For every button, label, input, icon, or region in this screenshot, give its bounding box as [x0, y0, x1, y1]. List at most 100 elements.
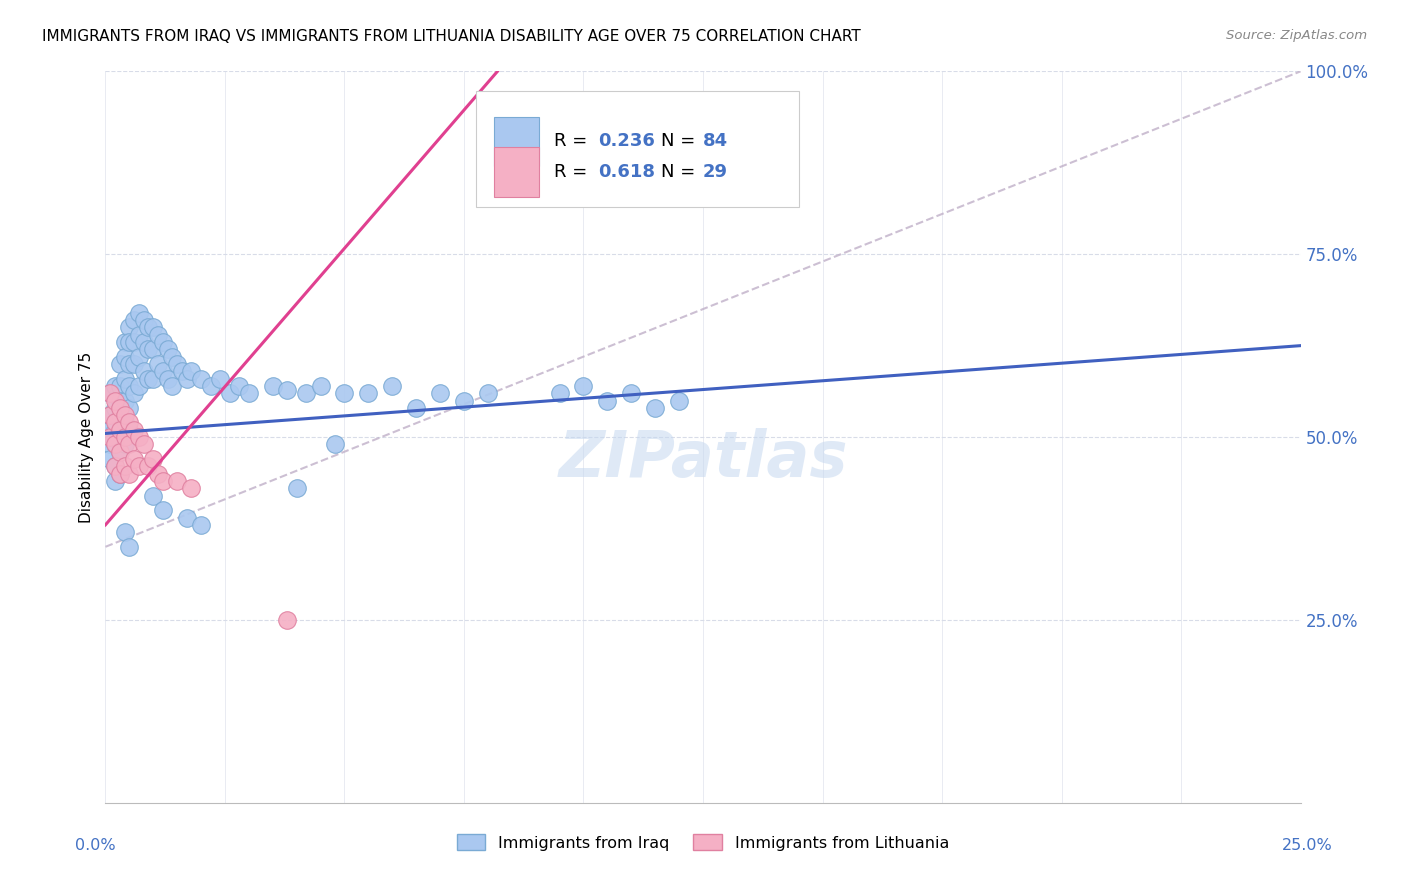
- Point: [118, 423, 141, 437]
- Point: [128, 306, 150, 320]
- Point: [238, 386, 260, 401]
- Point: [128, 327, 150, 342]
- Text: 25.0%: 25.0%: [1282, 838, 1333, 853]
- Point: [108, 393, 131, 408]
- Point: [180, 481, 202, 495]
- Point: [104, 437, 127, 451]
- Point: [142, 343, 165, 357]
- FancyBboxPatch shape: [494, 147, 540, 197]
- Point: [114, 437, 136, 451]
- Point: [142, 320, 165, 334]
- Point: [276, 613, 298, 627]
- Point: [114, 416, 136, 430]
- Point: [200, 379, 222, 393]
- Text: 84: 84: [703, 132, 728, 150]
- Point: [104, 416, 127, 430]
- Point: [122, 357, 145, 371]
- Point: [128, 459, 150, 474]
- Point: [138, 320, 160, 334]
- Point: [132, 364, 155, 378]
- Point: [104, 379, 127, 393]
- Point: [104, 393, 127, 408]
- Point: [132, 437, 155, 451]
- Point: [152, 474, 174, 488]
- Point: [114, 371, 136, 385]
- Legend: Immigrants from Iraq, Immigrants from Lithuania: Immigrants from Iraq, Immigrants from Li…: [450, 828, 956, 857]
- Point: [118, 357, 141, 371]
- Point: [104, 474, 127, 488]
- Point: [104, 459, 127, 474]
- Point: [118, 416, 141, 430]
- Point: [98, 437, 121, 451]
- Point: [138, 371, 160, 385]
- Point: [104, 401, 127, 415]
- Point: [98, 430, 121, 444]
- Point: [98, 452, 121, 467]
- Point: [162, 379, 184, 393]
- Point: [142, 489, 165, 503]
- Text: 0.0%: 0.0%: [76, 838, 115, 853]
- Point: [180, 364, 202, 378]
- Text: N =: N =: [661, 132, 702, 150]
- Point: [132, 334, 155, 349]
- Point: [122, 386, 145, 401]
- Point: [146, 467, 169, 481]
- Point: [295, 386, 318, 401]
- Text: IMMIGRANTS FROM IRAQ VS IMMIGRANTS FROM LITHUANIA DISABILITY AGE OVER 75 CORRELA: IMMIGRANTS FROM IRAQ VS IMMIGRANTS FROM …: [42, 29, 860, 44]
- Point: [276, 383, 298, 397]
- Point: [108, 467, 131, 481]
- Point: [156, 371, 179, 385]
- Point: [122, 423, 145, 437]
- Point: [170, 364, 193, 378]
- Point: [146, 327, 169, 342]
- Text: R =: R =: [554, 132, 592, 150]
- Point: [114, 334, 136, 349]
- Point: [644, 401, 666, 415]
- Point: [152, 503, 174, 517]
- Point: [323, 437, 346, 451]
- Point: [118, 467, 141, 481]
- Point: [108, 444, 131, 458]
- Point: [118, 334, 141, 349]
- Point: [114, 393, 136, 408]
- Point: [620, 386, 643, 401]
- Point: [228, 379, 250, 393]
- Point: [118, 320, 141, 334]
- Text: Source: ZipAtlas.com: Source: ZipAtlas.com: [1226, 29, 1367, 42]
- FancyBboxPatch shape: [475, 91, 799, 207]
- Text: 29: 29: [703, 162, 728, 180]
- Point: [128, 350, 150, 364]
- Point: [596, 393, 619, 408]
- Point: [114, 525, 136, 540]
- Text: ZIPatlas: ZIPatlas: [558, 428, 848, 490]
- Point: [118, 437, 141, 451]
- Point: [477, 386, 499, 401]
- Point: [309, 379, 332, 393]
- Point: [128, 430, 150, 444]
- Point: [453, 393, 475, 408]
- Point: [190, 371, 212, 385]
- Text: 0.618: 0.618: [598, 162, 655, 180]
- Y-axis label: Disability Age Over 75: Disability Age Over 75: [79, 351, 94, 523]
- Point: [156, 343, 179, 357]
- Point: [98, 408, 121, 422]
- Point: [166, 474, 188, 488]
- Point: [357, 386, 380, 401]
- Point: [209, 371, 232, 385]
- Point: [118, 379, 141, 393]
- Point: [98, 386, 121, 401]
- Point: [285, 481, 308, 495]
- Point: [152, 334, 174, 349]
- Point: [152, 364, 174, 378]
- Point: [108, 444, 131, 458]
- Point: [114, 408, 136, 422]
- Point: [98, 386, 121, 401]
- Point: [108, 357, 131, 371]
- Point: [138, 459, 160, 474]
- Point: [108, 467, 131, 481]
- Point: [98, 408, 121, 422]
- Point: [114, 430, 136, 444]
- Point: [138, 343, 160, 357]
- Point: [142, 452, 165, 467]
- Point: [118, 401, 141, 415]
